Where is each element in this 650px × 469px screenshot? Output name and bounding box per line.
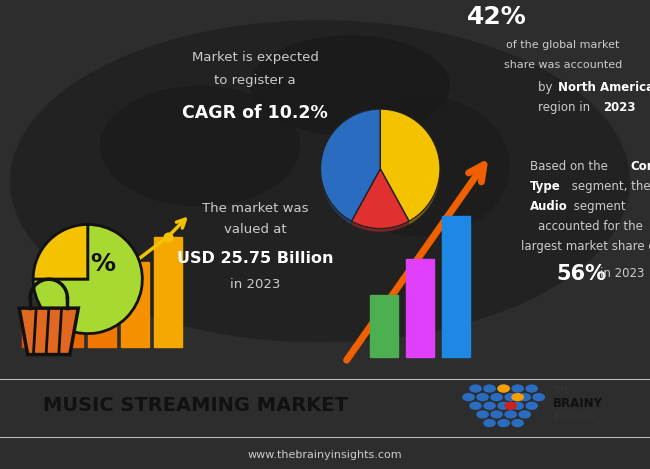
Circle shape: [463, 393, 474, 401]
Circle shape: [505, 393, 516, 401]
Bar: [88, 284, 116, 348]
Point: [97, 280, 107, 288]
Bar: [55, 302, 83, 348]
Wedge shape: [380, 111, 440, 223]
Text: 56%: 56%: [556, 264, 606, 284]
Wedge shape: [352, 172, 409, 232]
Circle shape: [512, 402, 523, 409]
Bar: [121, 262, 149, 348]
Circle shape: [526, 402, 538, 409]
Text: INSIGHTS: INSIGHTS: [552, 412, 594, 421]
Text: segment, the: segment, the: [568, 180, 650, 193]
Ellipse shape: [330, 96, 510, 236]
Text: THE: THE: [552, 386, 570, 395]
Circle shape: [477, 411, 488, 418]
Wedge shape: [320, 109, 380, 221]
Text: valued at: valued at: [224, 223, 286, 236]
Circle shape: [484, 385, 495, 392]
Text: Type: Type: [530, 180, 561, 193]
Circle shape: [498, 420, 509, 426]
Text: USD 25.75 Billion: USD 25.75 Billion: [177, 251, 333, 266]
Ellipse shape: [10, 20, 630, 342]
Circle shape: [526, 385, 538, 392]
Text: The market was: The market was: [202, 202, 308, 215]
Wedge shape: [352, 170, 409, 229]
Text: largest market share of: largest market share of: [521, 240, 650, 253]
Circle shape: [484, 402, 495, 409]
Text: www.thebrainyinsights.com: www.thebrainyinsights.com: [248, 450, 402, 460]
Wedge shape: [380, 112, 440, 224]
Text: region in: region in: [538, 101, 594, 114]
Text: Market is expected: Market is expected: [192, 51, 318, 64]
Text: Based on the: Based on the: [530, 159, 612, 173]
Point: [31, 311, 41, 318]
Circle shape: [484, 420, 495, 426]
Circle shape: [470, 402, 481, 409]
Circle shape: [512, 420, 523, 426]
Circle shape: [519, 411, 530, 418]
Wedge shape: [380, 113, 440, 225]
Wedge shape: [33, 225, 142, 333]
Circle shape: [505, 411, 516, 418]
Wedge shape: [380, 110, 440, 222]
Text: share was accounted: share was accounted: [504, 61, 622, 70]
Wedge shape: [352, 169, 409, 229]
Text: in 2023: in 2023: [230, 279, 280, 291]
Ellipse shape: [100, 85, 300, 206]
Text: MUSIC STREAMING MARKET: MUSIC STREAMING MARKET: [42, 396, 348, 416]
Circle shape: [470, 385, 481, 392]
Point: [130, 258, 140, 265]
Circle shape: [491, 393, 502, 401]
Circle shape: [477, 393, 488, 401]
Text: North America: North America: [558, 81, 650, 94]
Circle shape: [512, 385, 523, 392]
Wedge shape: [380, 111, 440, 223]
Text: 2023: 2023: [603, 101, 636, 114]
Wedge shape: [33, 225, 88, 279]
Circle shape: [505, 402, 516, 409]
Circle shape: [533, 393, 544, 401]
Wedge shape: [320, 113, 380, 225]
Text: CAGR of 10.2%: CAGR of 10.2%: [182, 104, 328, 122]
Bar: [406, 259, 434, 357]
Text: 42%: 42%: [467, 5, 527, 29]
Wedge shape: [320, 110, 380, 222]
Wedge shape: [352, 171, 409, 231]
Circle shape: [519, 393, 530, 401]
Bar: [442, 217, 470, 357]
Circle shape: [498, 402, 509, 409]
Text: Content: Content: [630, 159, 650, 173]
Text: Audio: Audio: [530, 200, 567, 213]
Wedge shape: [380, 109, 440, 221]
Circle shape: [512, 393, 523, 401]
Point: [64, 298, 74, 306]
Wedge shape: [320, 112, 380, 224]
Text: segment: segment: [570, 200, 625, 213]
Text: by: by: [538, 81, 556, 94]
Point: [162, 233, 173, 240]
Circle shape: [491, 411, 502, 418]
Text: in 2023: in 2023: [600, 267, 644, 280]
Circle shape: [498, 385, 509, 392]
Text: of the global market: of the global market: [506, 40, 619, 50]
Polygon shape: [20, 308, 79, 355]
Text: %: %: [90, 252, 116, 276]
Bar: [370, 295, 398, 357]
Wedge shape: [352, 173, 409, 232]
Wedge shape: [352, 170, 409, 230]
Ellipse shape: [250, 35, 450, 136]
Text: BRAINY: BRAINY: [552, 397, 603, 410]
Wedge shape: [320, 111, 380, 223]
Text: accounted for the: accounted for the: [538, 220, 642, 233]
Text: to register a: to register a: [214, 74, 296, 87]
Bar: [154, 236, 182, 348]
Bar: [22, 315, 50, 348]
Circle shape: [498, 385, 509, 392]
Wedge shape: [320, 111, 380, 223]
